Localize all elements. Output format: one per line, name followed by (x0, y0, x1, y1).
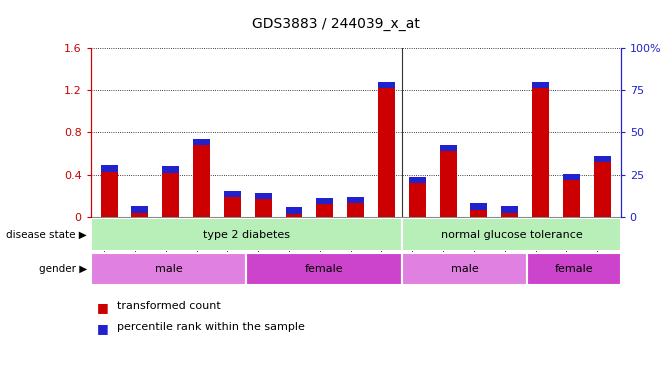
Text: gender ▶: gender ▶ (39, 264, 87, 274)
Text: female: female (555, 264, 593, 274)
Bar (440, 152, 456, 217)
Bar (193, 139, 210, 145)
Bar (101, 165, 117, 172)
Text: normal glucose tolerance: normal glucose tolerance (441, 230, 582, 240)
Text: male: male (451, 264, 478, 274)
Bar (162, 173, 179, 217)
Bar (193, 145, 210, 217)
Bar (501, 207, 518, 213)
Bar (255, 199, 272, 217)
Bar (409, 177, 425, 183)
Bar (286, 214, 303, 217)
Bar (501, 213, 518, 217)
Bar (403, 218, 621, 251)
Bar (101, 172, 117, 217)
Bar (563, 174, 580, 180)
Bar (532, 88, 549, 217)
Bar (594, 162, 611, 217)
Bar (347, 197, 364, 203)
Bar (527, 253, 621, 285)
Text: type 2 diabetes: type 2 diabetes (203, 230, 290, 240)
Text: male: male (154, 264, 183, 274)
Bar (132, 213, 148, 217)
Bar (255, 193, 272, 199)
Bar (224, 190, 241, 197)
Bar (246, 253, 403, 285)
Bar (470, 210, 487, 217)
Text: ■: ■ (97, 322, 109, 335)
Bar (91, 253, 246, 285)
Bar (347, 203, 364, 217)
Bar (563, 180, 580, 217)
Text: percentile rank within the sample: percentile rank within the sample (117, 322, 305, 332)
Bar (224, 197, 241, 217)
Text: ■: ■ (97, 301, 109, 314)
Bar (316, 198, 333, 204)
Bar (378, 82, 395, 88)
Bar (532, 82, 549, 88)
Bar (162, 166, 179, 173)
Text: transformed count: transformed count (117, 301, 221, 311)
Bar (316, 204, 333, 217)
Bar (403, 253, 527, 285)
Bar (378, 88, 395, 217)
Bar (409, 183, 425, 217)
Bar (594, 156, 611, 162)
Bar (132, 207, 148, 213)
Bar (286, 207, 303, 214)
Bar (470, 203, 487, 210)
Text: disease state ▶: disease state ▶ (7, 230, 87, 240)
Bar (440, 145, 456, 152)
Text: female: female (305, 264, 344, 274)
Text: GDS3883 / 244039_x_at: GDS3883 / 244039_x_at (252, 17, 419, 31)
Bar (91, 218, 403, 251)
